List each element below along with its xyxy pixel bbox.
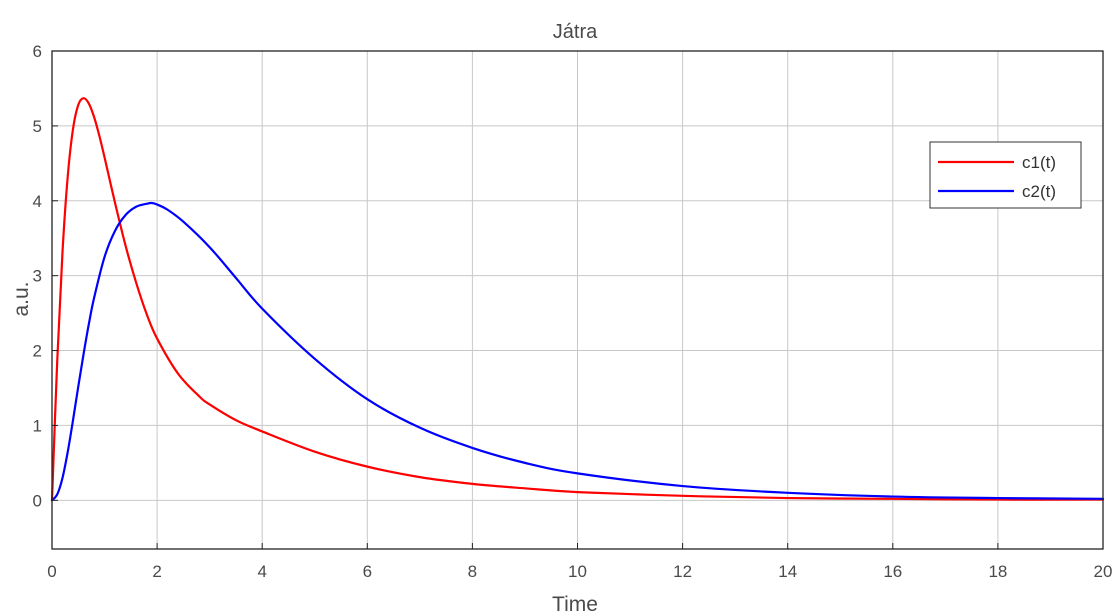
x-tick-label: 6 — [363, 562, 372, 581]
y-tick-label: 5 — [33, 117, 42, 136]
series-line-2 — [50, 201, 1105, 502]
y-axis-label: a.u. — [10, 281, 33, 316]
x-tick-label: 16 — [883, 562, 902, 581]
series-layer — [50, 97, 1105, 502]
x-tick-label: 12 — [673, 562, 692, 581]
y-tick-label: 4 — [33, 192, 42, 211]
x-tick-label: 2 — [152, 562, 161, 581]
x-tick-label: 4 — [257, 562, 266, 581]
x-tick-label: 18 — [988, 562, 1007, 581]
chart-title: Játra — [553, 21, 598, 43]
legend-box — [929, 141, 1082, 209]
legend-label: c1(t) — [1022, 153, 1056, 172]
series-line-1 — [50, 97, 1105, 502]
x-tick-label: 20 — [1094, 562, 1113, 581]
y-tick-label: 0 — [33, 491, 42, 510]
x-tick-label: 14 — [778, 562, 797, 581]
x-axis-label: Time — [552, 593, 598, 613]
legend-label: c2(t) — [1022, 182, 1056, 201]
y-tick-label: 2 — [33, 342, 42, 361]
y-tick-label: 6 — [33, 42, 42, 61]
x-tick-label: 10 — [568, 562, 587, 581]
y-tick-label: 3 — [33, 267, 42, 286]
legend: c1(t) c2(t) — [929, 141, 1082, 209]
y-tick-label: 1 — [33, 416, 42, 435]
x-tick-label: 8 — [468, 562, 477, 581]
x-tick-label: 0 — [47, 562, 56, 581]
